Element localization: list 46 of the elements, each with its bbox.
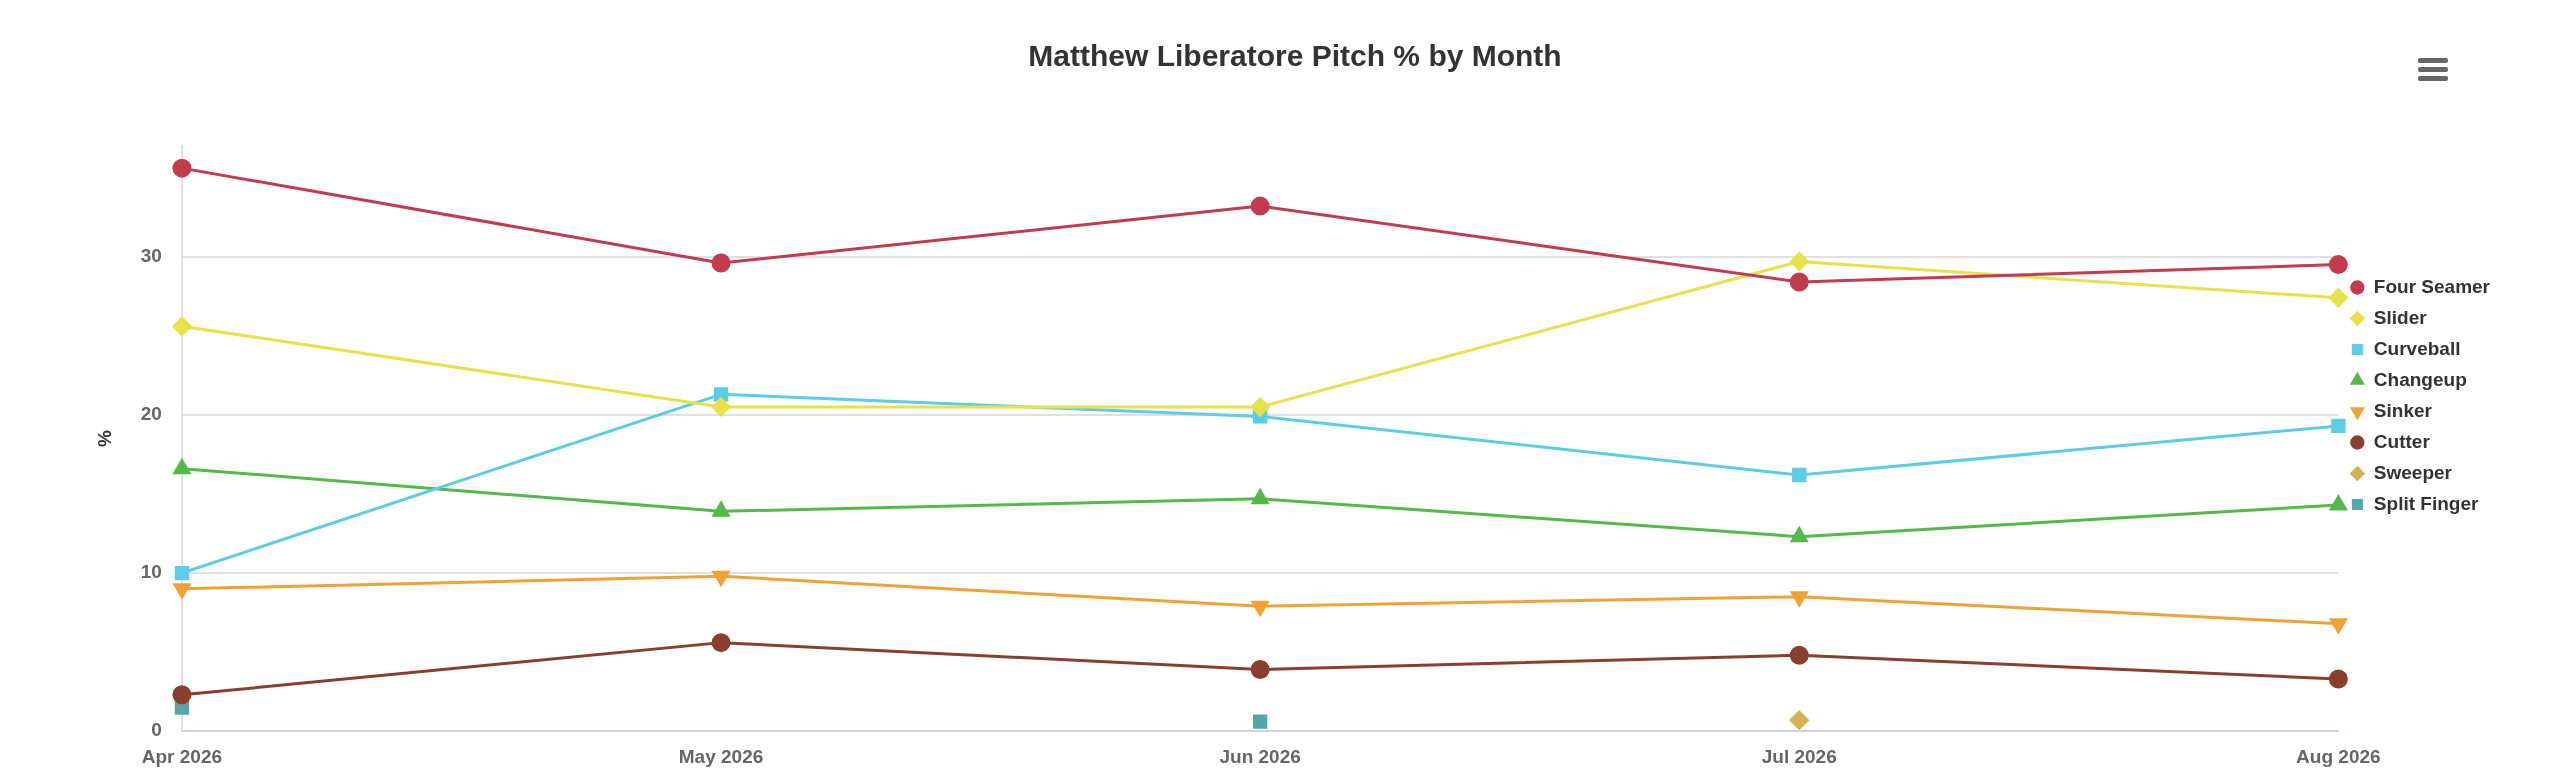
point [711, 397, 731, 417]
legend-label: Cutter [2373, 430, 2431, 452]
point [174, 565, 190, 581]
point [712, 570, 730, 586]
point [1250, 397, 1270, 417]
point [172, 316, 192, 336]
y-tick-label: 0 [151, 719, 162, 741]
point [711, 253, 731, 273]
point [1252, 714, 1268, 729]
point [1251, 489, 1269, 505]
y-tick-label: 10 [140, 561, 162, 583]
point [173, 459, 191, 475]
point [2328, 288, 2348, 308]
point [1250, 196, 1270, 216]
x-tick-label: Aug 2026 [2296, 745, 2381, 767]
point [711, 633, 731, 653]
point [713, 387, 729, 402]
y-tick-label: 20 [140, 403, 162, 425]
y-tick-label: 30 [140, 244, 162, 266]
legend-label: Slider [2373, 306, 2428, 328]
legend-label: Curveball [2373, 337, 2461, 359]
x-tick-label: Jul 2026 [1761, 745, 1837, 767]
point [172, 158, 192, 178]
point [1789, 710, 1809, 730]
point [1789, 272, 1809, 292]
point [172, 685, 192, 705]
legend-label: Four Seamer [2373, 275, 2491, 297]
chart-title: Matthew Liberatore Pitch % by Month [1028, 39, 1562, 73]
x-tick-label: May 2026 [678, 745, 764, 767]
point [1790, 527, 1808, 543]
point [2328, 255, 2348, 275]
y-axis-title: % [93, 430, 115, 448]
point [1251, 600, 1269, 616]
legend-label: Sweeper [2373, 461, 2453, 483]
point [2328, 669, 2348, 689]
point [1789, 645, 1809, 665]
legend-label: Changeup [2373, 368, 2467, 390]
legend-label: Split Finger [2373, 492, 2479, 514]
x-tick-label: Apr 2026 [141, 745, 223, 767]
point [1792, 467, 1807, 483]
point [2329, 495, 2347, 511]
legend-label: Sinker [2373, 399, 2433, 421]
point [2331, 418, 2346, 434]
x-tick-label: Jun 2026 [1219, 745, 1301, 767]
point [1789, 251, 1809, 271]
point [1250, 660, 1270, 680]
